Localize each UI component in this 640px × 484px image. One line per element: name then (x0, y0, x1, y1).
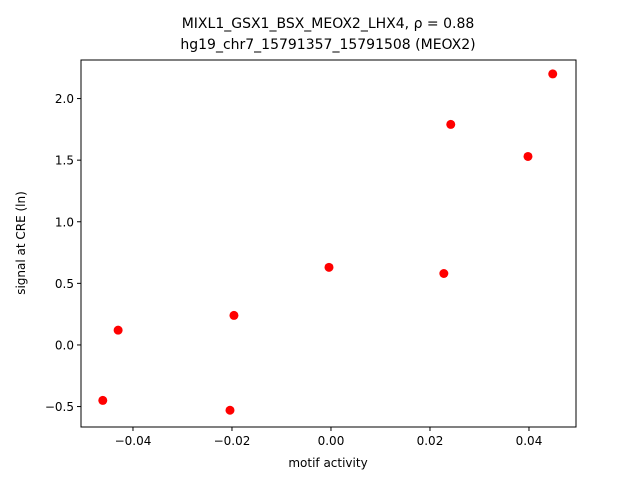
data-point (548, 69, 558, 79)
data-point (225, 405, 235, 415)
x-tick-label: 0.02 (417, 434, 444, 448)
chart-title-line1: MIXL1_GSX1_BSX_MEOX2_LHX4, ρ = 0.88 (182, 16, 475, 32)
y-tick-label: 1.5 (55, 154, 74, 168)
y-axis-label: signal at CRE (ln) (14, 191, 28, 295)
data-point (229, 310, 239, 320)
y-tick-label: 2.0 (55, 92, 74, 106)
data-point (324, 262, 334, 272)
data-point (439, 268, 449, 278)
x-tick-label: 0.00 (318, 434, 345, 448)
data-point (446, 119, 456, 129)
data-point (113, 325, 123, 335)
x-tick-label: −0.02 (214, 434, 251, 448)
chart-title-line2: hg19_chr7_15791357_15791508 (MEOX2) (180, 37, 475, 53)
y-tick-label: 0.5 (55, 277, 74, 291)
y-tick-label: 0.0 (55, 338, 74, 352)
data-point (98, 395, 108, 405)
x-tick-label: 0.04 (516, 434, 543, 448)
x-tick-label: −0.04 (115, 434, 152, 448)
data-point (523, 151, 533, 161)
y-tick-label: 1.0 (55, 215, 74, 229)
plot-area-frame (80, 59, 577, 428)
y-tick-label: −0.5 (45, 400, 74, 414)
x-axis-label: motif activity (288, 456, 367, 470)
